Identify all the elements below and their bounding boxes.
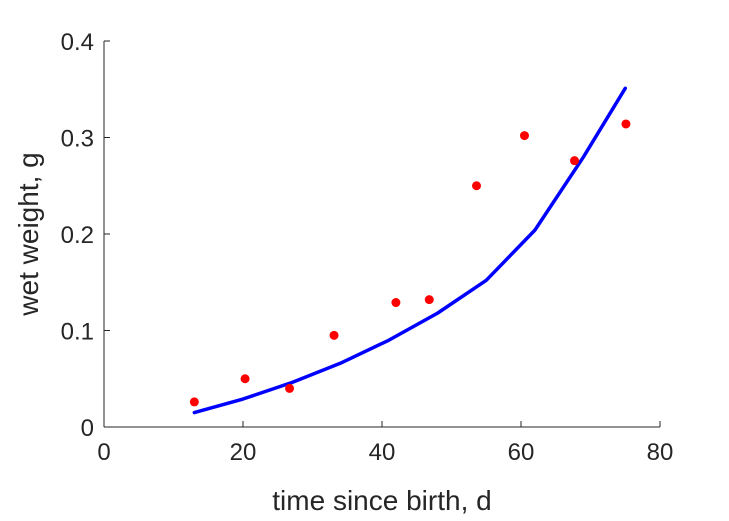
data-point [472, 181, 482, 191]
y-tick-label: 0.2 [61, 222, 94, 249]
y-tick-label: 0.4 [61, 29, 94, 56]
y-tick-label: 0.1 [61, 319, 94, 346]
data-point [240, 374, 250, 384]
data-point [391, 298, 401, 308]
data-point [621, 119, 631, 129]
x-tick-label: 40 [369, 439, 396, 466]
y-tick-label: 0 [81, 415, 94, 442]
plot-area: 0 20 40 60 80 0 0.1 0.2 0.3 0.4 [61, 29, 674, 466]
fit-curve [192, 86, 627, 415]
x-ticks: 0 20 40 60 80 [97, 421, 673, 466]
data-point [519, 131, 529, 141]
data-points-layer [189, 119, 631, 407]
fit-curve-layer [192, 86, 627, 415]
y-axis-title: wet weight, g [13, 152, 44, 316]
data-point [424, 295, 434, 305]
x-tick-label: 0 [97, 439, 110, 466]
x-tick-label: 20 [230, 439, 257, 466]
data-point [329, 330, 339, 340]
x-tick-label: 80 [647, 439, 674, 466]
data-point [570, 156, 580, 166]
y-ticks: 0 0.1 0.2 0.3 0.4 [61, 29, 110, 442]
data-point [189, 397, 199, 407]
data-point [285, 383, 295, 393]
x-tick-label: 60 [508, 439, 535, 466]
y-tick-label: 0.3 [61, 126, 94, 153]
x-axis-title: time since birth, d [272, 485, 491, 516]
